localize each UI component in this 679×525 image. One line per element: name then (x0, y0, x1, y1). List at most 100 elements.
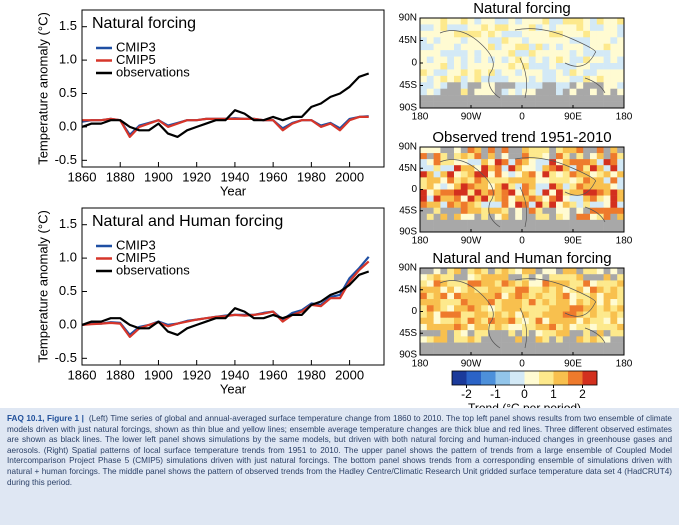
map-cell (522, 82, 530, 90)
map-cell (617, 219, 625, 227)
map-cell (426, 24, 434, 32)
map-cell (460, 317, 468, 325)
map-cell (460, 95, 468, 102)
map-cell (603, 75, 611, 83)
map-cell (467, 50, 475, 57)
map-cell (494, 69, 502, 77)
map-cell (474, 323, 482, 331)
map-cell (542, 299, 550, 306)
map-cell (474, 286, 482, 294)
map-cell (556, 213, 564, 221)
map-cell (576, 101, 584, 109)
map-cell (549, 30, 557, 38)
map-cell (590, 336, 598, 343)
map-cell (454, 342, 462, 350)
map-cell (474, 165, 482, 172)
map-cell (528, 317, 536, 325)
map-cell (569, 69, 577, 77)
map-cell (569, 311, 577, 319)
map-cell (433, 37, 441, 45)
legend-label: CMIP5 (116, 52, 156, 67)
map-cell (596, 348, 604, 356)
map-cell (569, 37, 577, 45)
map-cell (617, 207, 625, 215)
map-cell (603, 317, 611, 325)
map-cell (576, 219, 584, 227)
map-cell (535, 317, 543, 325)
map-cell (501, 30, 509, 38)
map-cell (542, 348, 550, 356)
map-cell (454, 95, 462, 102)
map-cell (556, 153, 564, 160)
map-cell (549, 165, 557, 172)
map-cell (569, 147, 577, 154)
map-cell (617, 171, 625, 178)
map-cell (501, 82, 509, 90)
map-cell (433, 50, 441, 57)
map-cell (474, 56, 482, 64)
map-cell (596, 37, 604, 45)
map-cell (556, 311, 564, 319)
map-cell (420, 18, 428, 25)
x-tick-label: 0 (519, 359, 525, 370)
map-cell (467, 219, 475, 227)
map-cell (603, 18, 611, 25)
map-cell (542, 317, 550, 325)
map-cell (590, 286, 598, 294)
map-cell (474, 75, 482, 83)
map-cell (515, 147, 523, 154)
map-cell (562, 330, 570, 337)
map-cell (522, 274, 530, 281)
map-cell (556, 342, 564, 350)
map-cell (494, 189, 502, 196)
map-cell (542, 43, 550, 51)
map-cell (576, 75, 584, 83)
map-cell (556, 37, 564, 45)
map-cell (433, 348, 441, 356)
map-cell (556, 177, 564, 184)
map-cell (590, 63, 598, 70)
map-cell (420, 336, 428, 343)
map-cell (542, 159, 550, 166)
map-cell (488, 153, 496, 160)
map-cell (596, 24, 604, 32)
map-cell (549, 159, 557, 166)
map-cell (501, 69, 509, 77)
map-cell (556, 56, 564, 64)
map-cell (528, 274, 536, 281)
map-cell (596, 225, 604, 233)
map-cell (494, 225, 502, 233)
map-cell (617, 95, 625, 102)
map-cell (610, 69, 618, 77)
map-cell (474, 82, 482, 90)
map-cell (501, 311, 509, 319)
map-cell (467, 75, 475, 83)
map-cell (447, 292, 455, 300)
map-cell (549, 147, 557, 154)
map-cell (501, 201, 509, 209)
x-axis-label: Year (220, 183, 247, 198)
map-cell (535, 280, 543, 287)
map-cell (460, 18, 468, 25)
map-cell (508, 88, 516, 96)
map-cell (542, 305, 550, 312)
map-cell (528, 37, 536, 45)
map-cell (460, 213, 468, 221)
map-cell (603, 299, 611, 306)
map-cell (474, 195, 482, 202)
map-cell (467, 213, 475, 221)
map-cell (617, 24, 625, 32)
map-cell (488, 268, 496, 275)
map-cell (467, 30, 475, 38)
map-cell (488, 330, 496, 337)
map-cell (488, 165, 496, 172)
y-tick-label: 1.0 (59, 250, 77, 265)
map-cell (426, 330, 434, 337)
map-cell (590, 330, 598, 337)
map-cell (522, 159, 530, 166)
map-cell (501, 305, 509, 312)
map-cell (454, 18, 462, 25)
map-cell (596, 43, 604, 51)
y-tick-label: 90S (399, 350, 417, 361)
map-cell (583, 195, 591, 202)
